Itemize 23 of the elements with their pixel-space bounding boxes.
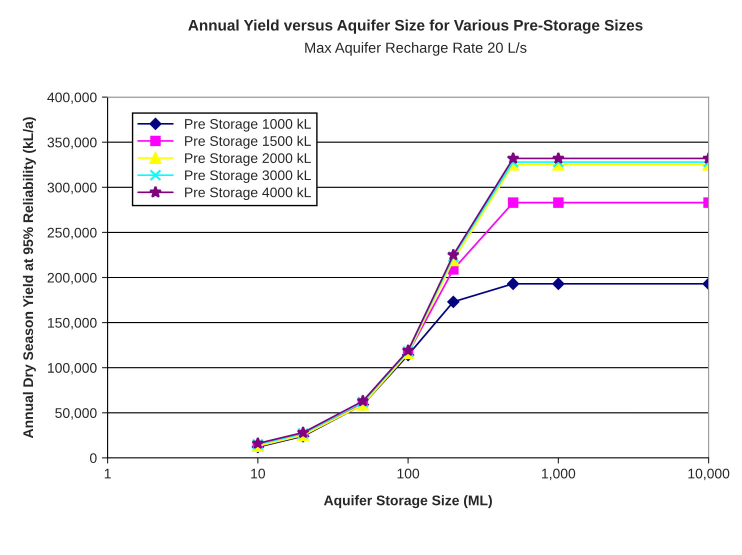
legend-label: Pre Storage 3000 kL (185, 170, 311, 183)
x-tick-label: 1 (104, 468, 111, 478)
y-tick-label: 400,000 (47, 92, 97, 104)
chart-subtitle: Max Aquifer Recharge Rate 20 L/s (305, 42, 526, 56)
y-tick-label: 100,000 (48, 363, 97, 374)
y-tick-label: 250,000 (48, 228, 97, 240)
x-tick-label: 1,000 (542, 468, 576, 480)
x-tick-label: 10,000 (688, 468, 730, 480)
x-tick-label: 10 (251, 468, 266, 478)
y-tick-label: 300,000 (48, 182, 97, 194)
legend-label: Pre Storage 1500 kL (185, 136, 311, 149)
y-tick-label: 0 (90, 453, 97, 464)
x-tick-label: 100 (398, 468, 420, 478)
chart-title: Annual Yield versus Aquifer Size for Various Pre-Storage Sizes (188, 19, 643, 34)
y-tick-label: 150,000 (48, 318, 97, 330)
legend-label: Pre Storage 2000 kL (185, 152, 311, 166)
legend-label: Pre Storage 1000 kL (185, 118, 311, 132)
y-tick-label: 200,000 (48, 272, 97, 284)
legend-label: Pre Storage 4000 kL (185, 187, 311, 200)
y-tick-label: 50,000 (55, 408, 97, 420)
y-tick-label: 350,000 (48, 138, 97, 150)
x-axis-title: Aquifer Storage Size (ML) (324, 495, 492, 508)
y-axis-title: Annual Dry Season Yield at 95% Reliability (kL/a) (22, 117, 36, 438)
